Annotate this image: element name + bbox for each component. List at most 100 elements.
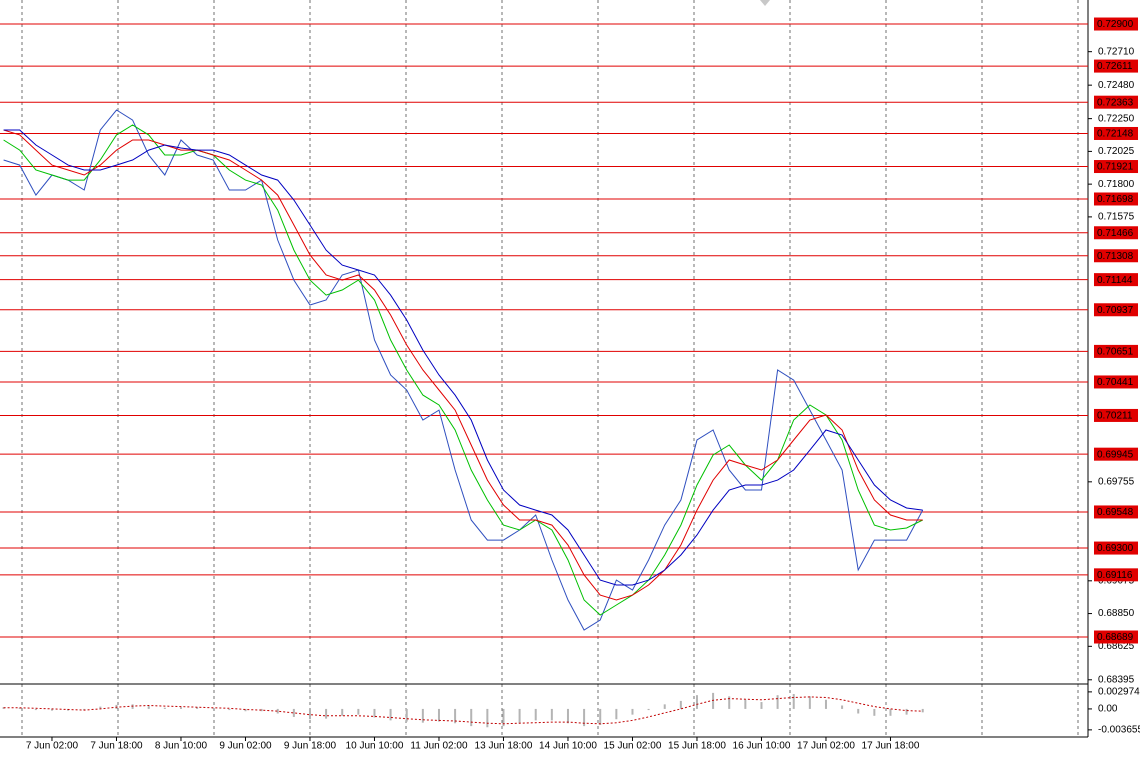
level-label: 0.69945	[1097, 449, 1134, 460]
x-tick-label: 15 Jun 02:00	[604, 741, 662, 752]
level-label: 0.70651	[1097, 347, 1134, 358]
bar	[583, 708, 586, 727]
y-tick-label: 0.68850	[1098, 608, 1135, 619]
level-label: 0.71698	[1097, 194, 1134, 205]
level-label-box	[1094, 447, 1138, 461]
level-label-box	[1094, 192, 1138, 206]
bar	[83, 708, 86, 711]
bar	[244, 708, 247, 712]
x-tick-label: 11 Jun 02:00	[410, 741, 468, 752]
bar	[905, 708, 908, 715]
bar	[857, 708, 860, 714]
y-tick-label: 0.72250	[1098, 113, 1135, 124]
level-label-box	[1094, 408, 1138, 422]
bar	[695, 695, 698, 709]
x-tick-label: 16 Jun 10:00	[733, 741, 791, 752]
bar	[921, 708, 924, 713]
level-label-box	[1094, 375, 1138, 389]
bar	[486, 708, 489, 728]
bar	[647, 708, 650, 711]
bar	[18, 707, 21, 709]
level-label-box	[1094, 273, 1138, 287]
bar	[631, 708, 634, 715]
level-label-box	[1094, 630, 1138, 644]
y-tick-label: 0.71800	[1098, 179, 1135, 190]
bar	[147, 706, 150, 709]
bar	[889, 708, 892, 716]
bar	[534, 708, 537, 721]
series-line	[3, 129, 923, 586]
bar	[99, 706, 102, 709]
bar	[276, 708, 279, 714]
level-label: 0.70211	[1097, 411, 1133, 422]
bar	[421, 708, 424, 723]
level-label: 0.69548	[1097, 507, 1134, 518]
bar	[325, 708, 328, 719]
bar	[679, 700, 682, 709]
bar	[728, 696, 731, 709]
x-tick-label: 7 Jun 18:00	[90, 741, 143, 752]
level-label-box	[1094, 541, 1138, 555]
level-label: 0.72611	[1097, 61, 1133, 72]
bar	[615, 708, 618, 720]
level-label-box	[1094, 249, 1138, 263]
bar	[373, 708, 376, 718]
x-tick-label: 14 Jun 10:00	[539, 741, 597, 752]
x-tick-label: 7 Jun 02:00	[26, 741, 79, 752]
level-label-box	[1094, 568, 1138, 582]
shift-marker	[760, 0, 770, 6]
bar	[712, 692, 715, 709]
bar	[760, 702, 763, 709]
bar	[179, 707, 182, 709]
x-tick-label: 9 Jun 18:00	[284, 741, 337, 752]
bar	[470, 708, 473, 727]
level-label-box	[1094, 303, 1138, 317]
y-tick-label: 0.71575	[1098, 212, 1135, 223]
level-label: 0.71144	[1097, 275, 1133, 286]
bar	[357, 708, 360, 715]
level-label: 0.70937	[1097, 305, 1134, 316]
bar	[212, 708, 215, 709]
bar	[550, 708, 553, 721]
y-tick-label: 0.72710	[1098, 46, 1135, 57]
level-label: 0.72363	[1097, 97, 1134, 108]
bar	[163, 707, 166, 709]
y-tick-label: 0.69755	[1098, 476, 1135, 487]
bar	[808, 696, 811, 709]
y-tick-label: 0.002974	[1098, 687, 1140, 698]
bar	[437, 708, 440, 722]
bar	[873, 708, 876, 716]
bar	[502, 708, 505, 727]
x-tick-label: 10 Jun 10:00	[346, 741, 404, 752]
bar	[50, 708, 53, 711]
series-line	[3, 124, 923, 616]
level-label: 0.71466	[1097, 228, 1134, 239]
y-tick-label: 0.68395	[1098, 674, 1135, 685]
level-label: 0.71308	[1097, 251, 1134, 262]
bar	[792, 694, 795, 709]
level-label-box	[1094, 226, 1138, 240]
series-line	[3, 109, 924, 631]
y-tick-label: 0.00	[1098, 704, 1118, 715]
bar	[260, 708, 263, 712]
x-tick-label: 17 Jun 18:00	[862, 741, 920, 752]
level-label: 0.69300	[1097, 543, 1134, 554]
x-tick-label: 8 Jun 10:00	[155, 741, 208, 752]
bar	[308, 708, 311, 720]
x-tick-label: 13 Jun 18:00	[475, 741, 533, 752]
plot-area	[0, 23, 1088, 638]
level-label: 0.72148	[1097, 129, 1134, 140]
level-label: 0.70441	[1097, 377, 1134, 388]
y-tick-label: -0.003655	[1098, 725, 1140, 736]
level-label-box	[1094, 126, 1138, 140]
bar	[566, 708, 569, 724]
bar	[228, 708, 231, 711]
bar	[341, 708, 344, 716]
bar	[196, 707, 199, 709]
level-label: 0.69116	[1097, 570, 1133, 581]
series-line	[3, 696, 923, 725]
x-tick-label: 17 Jun 02:00	[797, 741, 855, 752]
bar	[34, 708, 37, 711]
